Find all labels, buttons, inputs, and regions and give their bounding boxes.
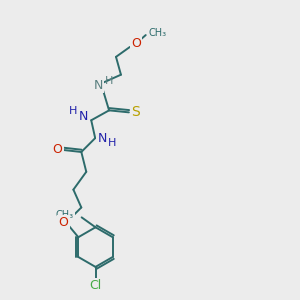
Text: O: O bbox=[58, 216, 68, 229]
Text: O: O bbox=[131, 38, 141, 50]
Text: H: H bbox=[108, 138, 116, 148]
Text: N: N bbox=[79, 110, 88, 123]
Text: S: S bbox=[131, 105, 140, 119]
Text: H: H bbox=[69, 106, 77, 116]
Text: H: H bbox=[105, 76, 113, 85]
Text: Cl: Cl bbox=[89, 279, 102, 292]
Text: N: N bbox=[98, 132, 107, 145]
Text: N: N bbox=[94, 79, 103, 92]
Text: CH₃: CH₃ bbox=[149, 28, 167, 38]
Text: O: O bbox=[52, 142, 62, 155]
Text: CH₃: CH₃ bbox=[56, 210, 74, 220]
